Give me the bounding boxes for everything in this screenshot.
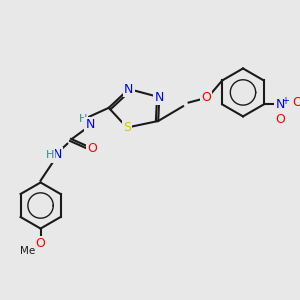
Text: O: O <box>292 96 300 109</box>
Text: O: O <box>87 142 97 155</box>
Text: O: O <box>36 237 46 250</box>
Text: O: O <box>201 91 211 103</box>
Text: O: O <box>275 113 285 126</box>
Text: N: N <box>52 148 62 161</box>
Text: N: N <box>154 91 164 104</box>
Text: +: + <box>281 96 289 106</box>
Text: N: N <box>86 118 95 131</box>
Text: N: N <box>276 98 285 111</box>
Text: H: H <box>46 150 54 160</box>
Text: Me: Me <box>20 246 35 256</box>
Text: N: N <box>124 82 134 95</box>
Text: H: H <box>79 114 87 124</box>
Text: S: S <box>123 121 131 134</box>
